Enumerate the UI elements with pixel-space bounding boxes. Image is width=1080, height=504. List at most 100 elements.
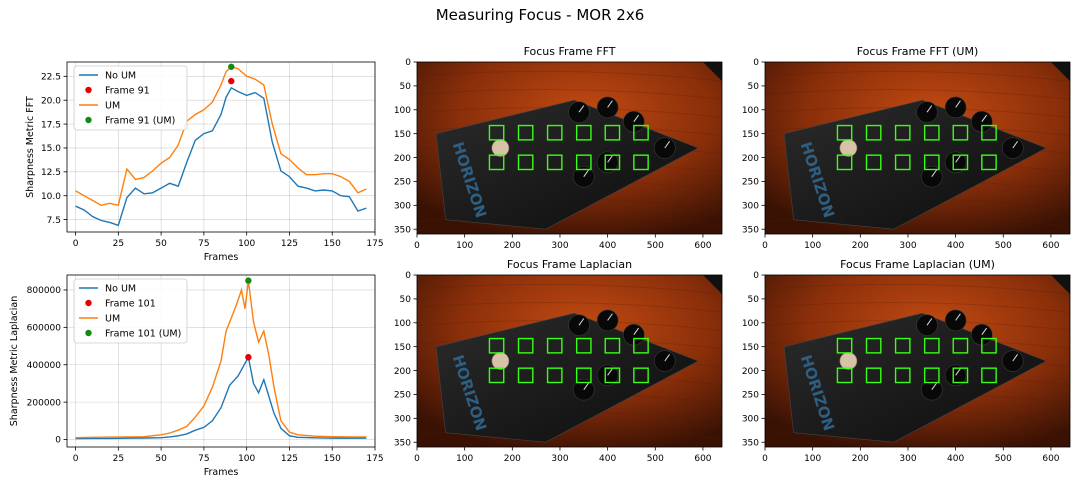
x-tick-label: 500 bbox=[995, 454, 1012, 464]
x-tick-label: 150 bbox=[324, 454, 341, 464]
y-tick-label: 50 bbox=[400, 295, 412, 305]
knob-indicator bbox=[664, 141, 670, 149]
y-tick-label: 22.5 bbox=[41, 73, 61, 83]
photo-corner bbox=[702, 275, 722, 295]
focus-box bbox=[633, 367, 649, 384]
y-tick-label: 10.0 bbox=[41, 192, 61, 202]
pedal-body bbox=[435, 99, 699, 230]
focus-box bbox=[488, 337, 505, 354]
focus-box bbox=[836, 154, 853, 171]
wood-grain bbox=[765, 283, 1070, 295]
x-tick-label: 100 bbox=[804, 454, 821, 464]
series-line-um bbox=[75, 280, 367, 439]
x-tick-label: 25 bbox=[113, 454, 124, 464]
x-axis-label: Frames bbox=[204, 252, 239, 263]
focus-box bbox=[894, 124, 911, 141]
y-tick-label: 50 bbox=[400, 82, 412, 92]
y-tick-label: 800000 bbox=[27, 286, 62, 296]
x-tick-label: 0 bbox=[414, 241, 420, 251]
focus-box bbox=[575, 154, 592, 171]
y-tick-label: 300 bbox=[394, 202, 411, 212]
focus-box bbox=[894, 154, 911, 171]
knob-indicator bbox=[981, 114, 988, 123]
focus-box bbox=[575, 124, 592, 141]
knob-indicator bbox=[607, 313, 613, 321]
x-tick-label: 175 bbox=[366, 454, 383, 464]
legend-dot-swatch bbox=[85, 299, 92, 307]
x-tick-label: 50 bbox=[155, 239, 167, 249]
focus-box bbox=[575, 337, 592, 354]
y-tick-label: 100 bbox=[742, 106, 759, 116]
focus-box bbox=[923, 154, 940, 171]
legend-label: UM bbox=[105, 313, 120, 324]
y-tick-label: 200 bbox=[742, 154, 759, 164]
x-tick-label: 100 bbox=[238, 454, 255, 464]
knob-indicator bbox=[1012, 141, 1018, 149]
focus-box bbox=[633, 337, 649, 354]
y-tick-label: 250 bbox=[742, 178, 759, 188]
x-tick-label: 0 bbox=[762, 241, 768, 251]
photo: HORIZON bbox=[417, 62, 722, 234]
knob-indicator bbox=[931, 169, 937, 177]
focus-box bbox=[952, 154, 969, 171]
legend-label: Frame 101 (UM) bbox=[105, 328, 181, 339]
focus-box bbox=[894, 367, 911, 384]
x-tick-label: 600 bbox=[694, 454, 711, 464]
focus-box bbox=[546, 367, 563, 384]
knob-indicator bbox=[931, 382, 937, 390]
axes-frame bbox=[66, 61, 376, 233]
x-tick-label: 200 bbox=[852, 241, 869, 251]
y-tick-label: 150 bbox=[394, 130, 411, 140]
knob-indicator bbox=[955, 100, 961, 108]
legend-box bbox=[73, 65, 188, 131]
y-tick-label: 7.5 bbox=[47, 216, 61, 226]
knob-indicator bbox=[578, 318, 585, 326]
knob-indicator bbox=[607, 100, 613, 108]
legend-box bbox=[73, 278, 188, 344]
y-tick-label: 50 bbox=[748, 295, 760, 305]
y-tick-label: 200 bbox=[742, 367, 759, 377]
wood-grain bbox=[417, 89, 722, 100]
focus-box bbox=[517, 124, 534, 141]
marker-frame-101 bbox=[245, 354, 252, 361]
x-tick-label: 300 bbox=[899, 241, 916, 251]
x-axis-label: Frames bbox=[204, 467, 239, 478]
focus-box bbox=[575, 367, 592, 384]
focus-box bbox=[981, 154, 997, 171]
x-tick-label: 600 bbox=[1042, 454, 1059, 464]
y-tick-label: 250 bbox=[394, 178, 411, 188]
x-tick-label: 125 bbox=[281, 239, 298, 249]
x-tick-label: 200 bbox=[504, 241, 521, 251]
y-tick-label: 300 bbox=[742, 202, 759, 212]
x-tick-label: 300 bbox=[899, 454, 916, 464]
knob-indicator bbox=[981, 327, 988, 336]
image-axes-frame bbox=[764, 61, 1071, 235]
focus-box bbox=[633, 154, 649, 171]
pedal-footswitch bbox=[839, 139, 858, 157]
x-tick-label: 0 bbox=[73, 454, 79, 464]
legend-dot-swatch bbox=[85, 329, 92, 337]
knob-indicator bbox=[664, 354, 670, 362]
knob-indicator bbox=[955, 368, 961, 376]
focus-box bbox=[865, 367, 882, 384]
knob-indicator bbox=[633, 114, 640, 123]
focus-box bbox=[981, 124, 997, 141]
x-tick-label: 600 bbox=[1042, 241, 1059, 251]
y-tick-label: 0 bbox=[753, 58, 759, 68]
focus-box bbox=[865, 154, 882, 171]
pedal-body bbox=[783, 312, 1047, 443]
legend-label: UM bbox=[105, 100, 120, 111]
series-line-no-um bbox=[75, 355, 367, 440]
focus-box bbox=[488, 367, 505, 384]
y-tick-label: 0 bbox=[405, 58, 411, 68]
x-tick-label: 500 bbox=[995, 241, 1012, 251]
focus-box bbox=[488, 154, 505, 171]
axes-frame bbox=[66, 274, 376, 448]
focus-box bbox=[865, 337, 882, 354]
image-axes-frame bbox=[764, 274, 1071, 448]
focus-box bbox=[952, 124, 969, 141]
photo: HORIZON bbox=[417, 275, 722, 447]
x-tick-label: 200 bbox=[852, 454, 869, 464]
figure-suptitle: Measuring Focus - MOR 2x6 bbox=[435, 6, 645, 24]
